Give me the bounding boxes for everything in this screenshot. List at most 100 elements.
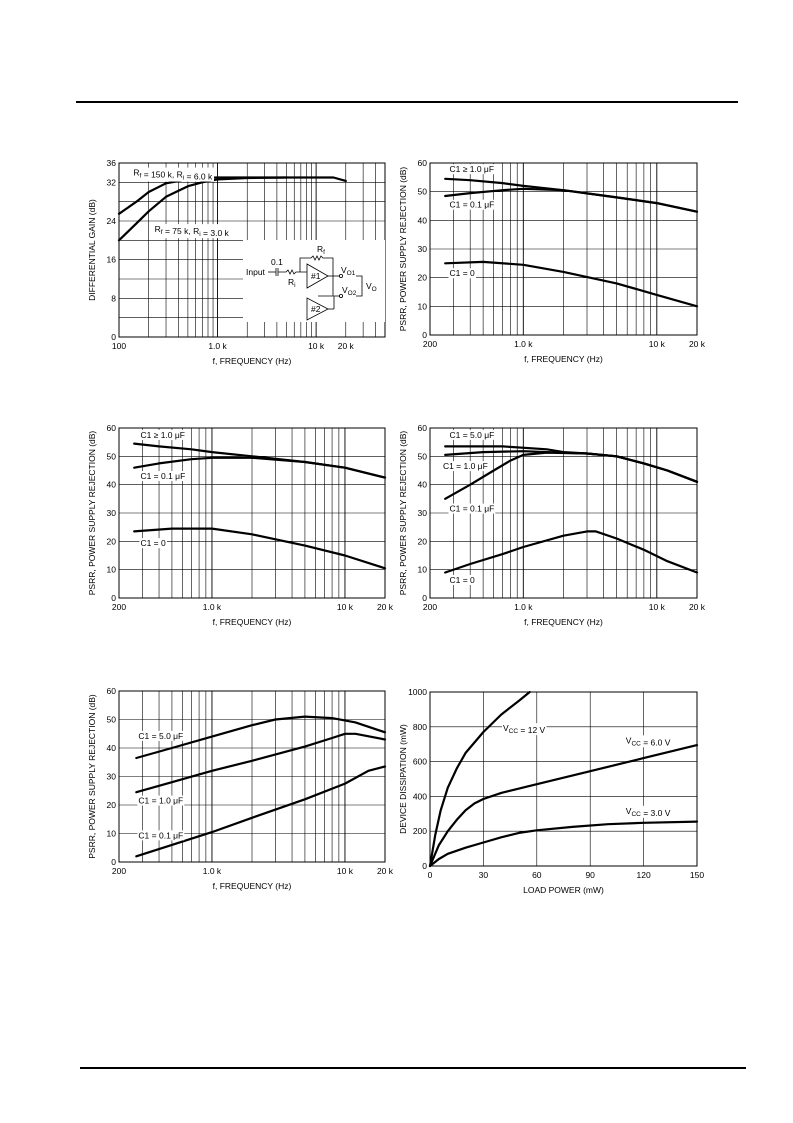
y-tick-label: 10 [107,565,117,575]
series-annotation: C1 = 1.0 μF [443,461,488,471]
series-line-2 [428,744,699,868]
series-annotation: VCC = 12 V [503,723,546,735]
series-line-3 [135,765,387,858]
annotation-background [139,538,168,549]
y-tick-label: 20 [418,273,428,283]
y-tick-label: 400 [413,791,427,801]
series-annotation: C1 = 5.0 μF [450,430,495,440]
series-line-1 [428,690,531,868]
x-tick-label: 90 [585,870,595,880]
x-tick-label: 1.0 k [203,866,222,876]
series-line-2 [444,187,699,213]
plot-frame [118,690,386,863]
y-tick-label: 0 [111,857,116,867]
x-tick-label: 100 [112,341,126,351]
y-tick-label: 50 [418,451,428,461]
y-axis-label: PSRR, POWER SUPPLY REJECTION (dB) [87,694,97,859]
series-annotation: C1 = 5.0 μF [138,731,183,741]
x-tick-label: 0 [428,870,433,880]
y-tick-label: 60 [418,423,428,433]
ri-label: Ri [288,277,296,289]
y-tick-label: 32 [107,177,117,187]
y-tick-label: 0 [111,593,116,603]
series-annotation: C1 ≥ 1.0 μF [450,164,495,174]
y-tick-label: 60 [107,686,117,696]
annotation-background [137,795,185,806]
x-tick-label: 10 k [649,602,666,612]
y-tick-label: 50 [418,187,428,197]
annotation-background [153,224,231,239]
x-tick-label: 20 k [689,602,706,612]
y-tick-label: 800 [413,722,427,732]
x-tick-label: 10 k [337,866,354,876]
x-tick-label: 200 [112,866,126,876]
x-tick-label: 120 [637,870,651,880]
series-annotation: VCC = 6.0 V [626,735,671,747]
annotation-background [501,723,547,736]
series-annotation: VCC = 3.0 V [626,806,671,818]
x-tick-label: 200 [423,602,437,612]
y-tick-label: 0 [111,332,116,342]
y-axis-label: PSRR, POWER SUPPLY REJECTION (dB) [398,167,408,332]
plot-frame [429,691,698,867]
inset-background [243,240,385,322]
y-axis-label: PSRR, POWER SUPPLY REJECTION (dB) [398,431,408,596]
y-tick-label: 30 [418,508,428,518]
x-tick-label: 60 [532,870,542,880]
y-tick-label: 20 [107,536,117,546]
series-line-3 [428,820,699,868]
plot-frame [429,427,698,599]
vo-label: VO [366,281,377,293]
annotation-background [137,730,185,741]
amplifier-schematic [268,255,363,321]
y-tick-label: 0 [422,330,427,340]
y-tick-label: 30 [418,244,428,254]
x-tick-label: 10 k [649,339,666,349]
x-tick-label: 200 [423,339,437,349]
y-tick-label: 200 [413,826,427,836]
y-tick-label: 10 [107,829,117,839]
series-annotation: C1 = 0 [450,268,476,278]
x-axis-label: f, FREQUENCY (Hz) [524,354,603,364]
x-tick-label: 1.0 k [203,602,222,612]
series-line-2 [135,732,387,794]
amp1-label: #1 [311,271,321,281]
series-annotation: C1 = 0.1 μF [450,504,495,514]
x-tick-label: 20 k [377,602,394,612]
x-tick-label: 200 [112,602,126,612]
y-tick-label: 10 [418,565,428,575]
series-annotation: C1 = 0 [450,575,476,585]
x-tick-label: 20 k [689,339,706,349]
annotation-background [137,830,185,841]
annotation-background [448,429,496,440]
annotation-background [139,471,187,481]
x-tick-label: 1.0 k [514,339,533,349]
y-tick-label: 30 [107,508,117,518]
x-tick-label: 20 k [377,866,394,876]
x-axis-label: f, FREQUENCY (Hz) [213,617,292,627]
annotation-background [139,429,186,440]
header-rule [76,101,738,103]
annotation-background [132,167,215,182]
series-line-3 [444,260,699,308]
input-label: Input [246,267,266,277]
annotation-background [448,574,477,585]
series-annotation: C1 = 0.1 μF [138,830,183,840]
y-tick-label: 10 [418,301,428,311]
y-tick-label: 50 [107,451,117,461]
x-tick-label: 30 [479,870,489,880]
series-line-3 [133,527,387,570]
plot-frame [118,427,386,599]
x-tick-label: 1.0 k [208,341,227,351]
x-tick-label: 150 [690,870,704,880]
x-tick-label: 1.0 k [514,602,533,612]
annotation-background [624,735,672,748]
vo2-label: VO2 [342,285,357,297]
y-tick-label: 40 [418,215,428,225]
y-tick-label: 1000 [408,687,427,697]
annotation-background [624,805,672,818]
